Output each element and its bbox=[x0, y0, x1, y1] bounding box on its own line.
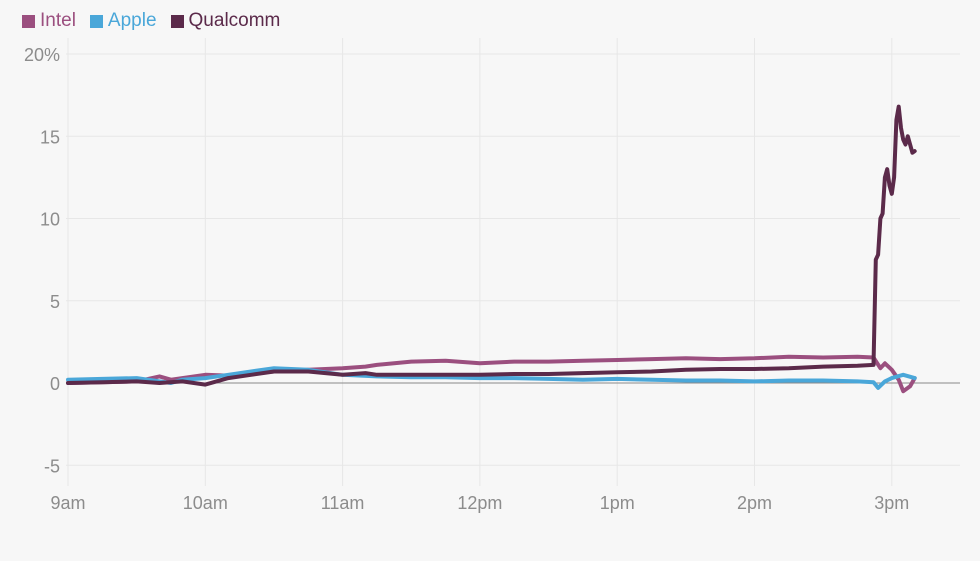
x-tick-label: 10am bbox=[183, 493, 228, 513]
legend-label-apple: Apple bbox=[107, 10, 157, 31]
x-tick-label: 9am bbox=[50, 493, 85, 513]
legend-item-apple: Apple bbox=[89, 9, 157, 33]
y-tick-label: 15 bbox=[40, 127, 60, 147]
legend-label-intel: Intel bbox=[40, 10, 76, 31]
x-tick-label: 12pm bbox=[457, 493, 502, 513]
legend-label-qualcomm: Qualcomm bbox=[188, 10, 281, 31]
x-tick-label: 2pm bbox=[737, 493, 772, 513]
y-tick-label: 10 bbox=[40, 210, 60, 230]
legend-item-qualcomm: Qualcomm bbox=[170, 9, 281, 33]
legend: Intel Apple Qualcomm bbox=[22, 9, 280, 33]
legend-item-intel: Intel bbox=[22, 9, 76, 33]
x-tick-label: 11am bbox=[321, 493, 365, 513]
x-tick-label: 3pm bbox=[874, 493, 909, 513]
series-line-intel bbox=[66, 354, 917, 394]
grid bbox=[66, 38, 960, 486]
y-tick-label: -5 bbox=[44, 456, 60, 476]
axis: 20% 15 10 5 0 -5 9am 10am 11am 12pm 1pm 2pm 3pm bbox=[24, 45, 960, 513]
y-tick-label: 5 bbox=[50, 292, 60, 312]
legend-swatch-qualcomm bbox=[170, 14, 184, 28]
series-line-qualcomm bbox=[66, 104, 917, 387]
legend-swatch-apple bbox=[89, 14, 103, 28]
series-line-apple bbox=[66, 366, 917, 390]
series-lines bbox=[66, 104, 917, 394]
x-tick-label: 1pm bbox=[600, 493, 635, 513]
legend-swatch-intel bbox=[22, 14, 35, 28]
y-tick-label: 20% bbox=[24, 45, 60, 65]
y-tick-label: 0 bbox=[50, 374, 60, 394]
